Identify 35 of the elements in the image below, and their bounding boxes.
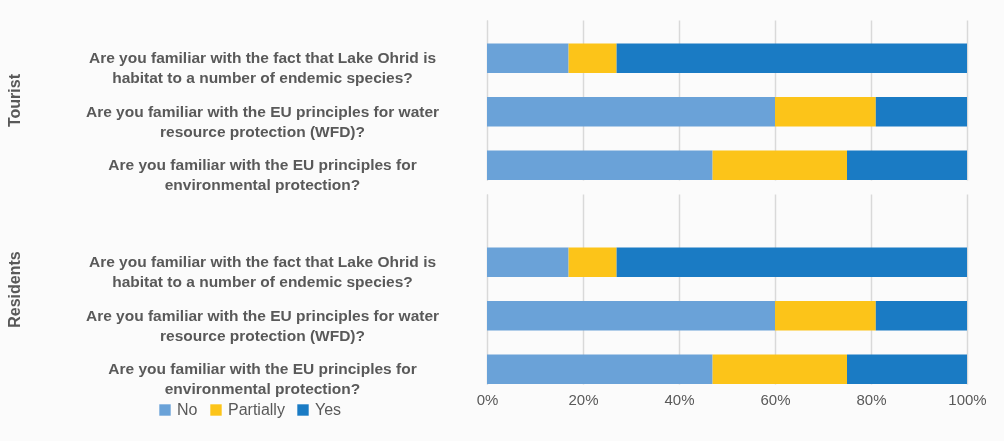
y-tick-label: Are you familiar with the fact that Lake Ohrid is habitat to a number of endemic species? xyxy=(88,253,437,291)
legend-label: Partially xyxy=(228,401,285,418)
bar xyxy=(847,354,967,384)
x-tick-label: 40% xyxy=(664,390,695,408)
bar xyxy=(847,150,967,180)
bar xyxy=(875,97,967,127)
y-tick-label: Are you familiar with the fact that Lake Ohrid is habitat to a number of endemic species? xyxy=(88,49,437,87)
x-tick-label: 80% xyxy=(856,390,887,408)
bar xyxy=(487,97,775,127)
bar xyxy=(487,43,569,73)
bar xyxy=(712,354,847,384)
bar xyxy=(487,301,775,331)
x-tick-label: 60% xyxy=(760,390,791,408)
x-tick-label: 100% xyxy=(948,390,987,408)
x-tick-label: 20% xyxy=(568,390,599,408)
bar xyxy=(487,150,713,180)
bar xyxy=(568,43,617,73)
y-tick-label: Are you familiar with the EU principles for environmental protection? xyxy=(108,360,417,398)
bar xyxy=(712,150,847,180)
legend-label: Yes xyxy=(315,401,342,418)
bar xyxy=(875,301,967,331)
y-tick-label: Are you familiar with the EU principles for water resource protection (WFD)? xyxy=(85,102,440,140)
bar xyxy=(775,301,876,331)
bar xyxy=(616,43,967,73)
bar xyxy=(616,247,967,277)
y-axis-title: Residents xyxy=(5,251,23,328)
bar xyxy=(487,354,713,384)
y-tick-label: Are you familiar with the EU principles for environmental protection? xyxy=(108,156,417,194)
legend-label: No xyxy=(177,401,198,418)
bar xyxy=(487,247,569,277)
bar xyxy=(775,97,876,127)
y-tick-label: Are you familiar with the EU principles for water resource protection (WFD)? xyxy=(85,306,440,344)
y-axis-title: Tourist xyxy=(5,73,23,128)
bar xyxy=(568,247,617,277)
x-tick-label: 0% xyxy=(476,390,499,408)
